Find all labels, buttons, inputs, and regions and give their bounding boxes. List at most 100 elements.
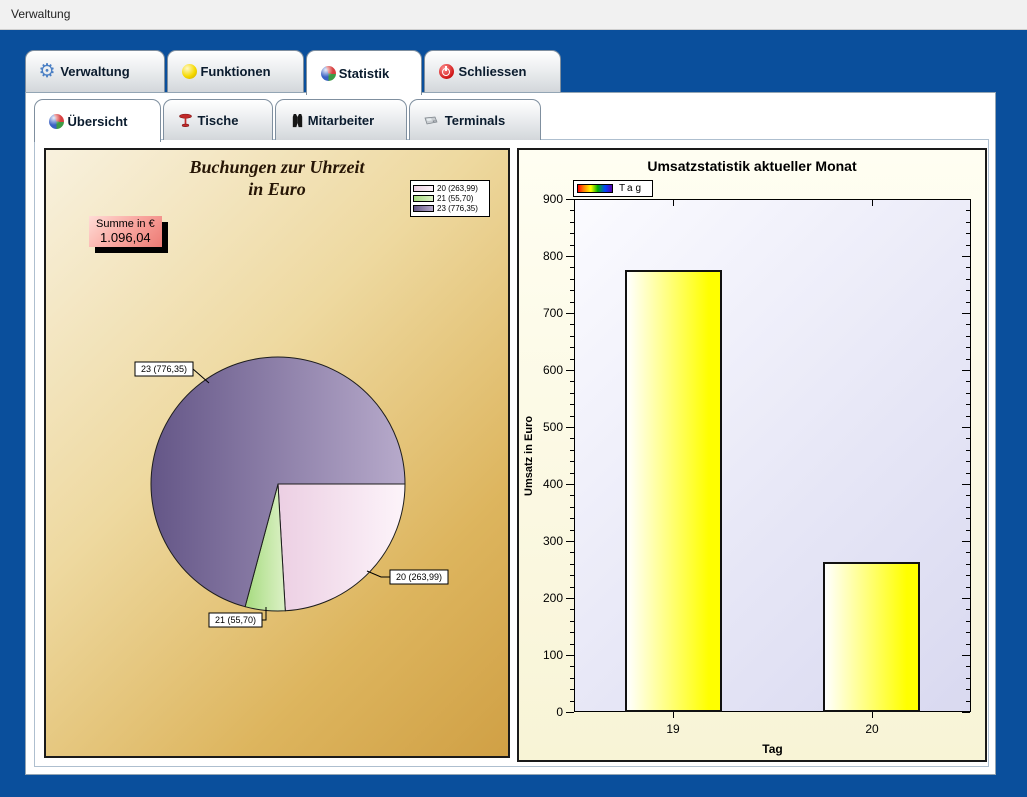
ball-icon [180, 63, 198, 81]
y-tick-label: 200 [542, 591, 563, 605]
y-tick [966, 393, 970, 394]
y-tick [570, 495, 574, 496]
pie-slice-20 [277, 483, 406, 612]
main-tab-funktionen[interactable]: Funktionen [167, 50, 304, 92]
y-tick [570, 336, 574, 337]
y-tick [966, 552, 970, 553]
y-tick [570, 267, 574, 268]
y-tick [570, 210, 574, 211]
uebersicht-tab-page: Buchungen zur Uhrzeit in Euro Summe in €… [34, 139, 989, 767]
y-tick [966, 438, 970, 439]
y-tick [570, 644, 574, 645]
sub-tab-label: Tische [197, 112, 239, 128]
x-tick [872, 712, 873, 718]
bar-chart-title: Umsatzstatistik aktueller Monat [647, 158, 857, 174]
y-tick [966, 381, 970, 382]
main-tab-statistik[interactable]: Statistik [306, 50, 422, 95]
pie-slice-label-box [389, 569, 449, 585]
pie-slice-label: 23 (776,35) [141, 364, 187, 374]
y-tick [570, 416, 574, 417]
pie-slice-label-box [208, 612, 263, 628]
y-tick [966, 621, 970, 622]
y-tick [966, 359, 970, 360]
y-tick [570, 473, 574, 474]
sub-tab-tische[interactable]: Tische [163, 99, 273, 140]
y-tick [570, 621, 574, 622]
sub-tab-mitarbeiter[interactable]: Mitarbeiter [275, 99, 407, 140]
y-tick [966, 518, 970, 519]
y-tick-label: 800 [542, 249, 563, 263]
sum-value: 1.096,04 [100, 230, 151, 245]
y-tick [566, 199, 574, 200]
bar-20 [823, 562, 920, 712]
y-tick [570, 530, 574, 531]
pie-legend-swatch [413, 185, 434, 192]
power-icon [437, 63, 455, 81]
y-tick-label: 400 [542, 477, 563, 491]
bar-legend-swatch [577, 184, 613, 193]
y-tick [566, 427, 574, 428]
y-tick [966, 644, 970, 645]
sub-tab-uebersicht[interactable]: Übersicht [34, 99, 161, 142]
y-tick [966, 495, 970, 496]
pie-slice-23 [150, 356, 406, 608]
y-tick [966, 587, 970, 588]
y-tick [570, 438, 574, 439]
y-tick [570, 450, 574, 451]
pie-plot: 20 (263,99) 21 (55,70) 23 (776,35) [134, 356, 449, 628]
x-tick [872, 200, 873, 206]
pie-chart-panel: Buchungen zur Uhrzeit in Euro Summe in €… [44, 148, 510, 758]
y-tick [966, 210, 970, 211]
sub-tab-terminals[interactable]: Terminals [409, 99, 541, 140]
main-tab-verwaltung[interactable]: ⚙ Verwaltung [25, 50, 165, 92]
y-tick [570, 290, 574, 291]
y-tick [566, 313, 574, 314]
y-tick [966, 632, 970, 633]
y-tick [966, 575, 970, 576]
main-tab-label: Schliessen [458, 64, 527, 79]
y-tick [566, 598, 574, 599]
y-tick [566, 712, 574, 713]
bar-chart-panel: Umsatzstatistik aktueller Monat Tag Umsa… [517, 148, 987, 762]
y-tick [570, 359, 574, 360]
y-tick-label: 900 [542, 192, 563, 206]
table-icon [176, 111, 194, 129]
y-tick-label: 300 [542, 534, 563, 548]
y-tick [570, 552, 574, 553]
y-tick [570, 233, 574, 234]
title-bar: Verwaltung [0, 0, 1027, 30]
y-tick [966, 416, 970, 417]
y-tick [966, 701, 970, 702]
y-tick [570, 587, 574, 588]
y-tick [966, 347, 970, 348]
y-tick [962, 541, 970, 542]
sub-tab-label: Terminals [444, 112, 506, 128]
y-tick [570, 689, 574, 690]
y-tick [570, 575, 574, 576]
pie-chart-title: Buchungen zur Uhrzeit in Euro [189, 157, 365, 199]
x-axis-title: Tag [762, 742, 783, 756]
y-tick-label: 700 [542, 306, 563, 320]
y-tick [962, 199, 970, 200]
y-tick [566, 256, 574, 257]
y-tick [962, 256, 970, 257]
y-tick [570, 518, 574, 519]
pie-icon [319, 64, 337, 82]
y-tick [962, 712, 970, 713]
y-tick [966, 245, 970, 246]
vest-icon [288, 111, 306, 129]
y-tick [570, 632, 574, 633]
y-tick [966, 473, 970, 474]
y-tick [570, 609, 574, 610]
pie-legend-item: 20 (263,99) [413, 184, 487, 193]
main-tab-schliessen[interactable]: Schliessen [424, 50, 561, 92]
pie-legend: 20 (263,99) 21 (55,70) 23 (776,35) [410, 180, 490, 217]
y-tick [966, 450, 970, 451]
pie-label-connector [262, 607, 267, 621]
sub-tab-label: Mitarbeiter [307, 112, 375, 128]
y-tick [962, 313, 970, 314]
y-tick [966, 461, 970, 462]
pie-legend-swatch [413, 205, 434, 212]
y-tick [962, 484, 970, 485]
